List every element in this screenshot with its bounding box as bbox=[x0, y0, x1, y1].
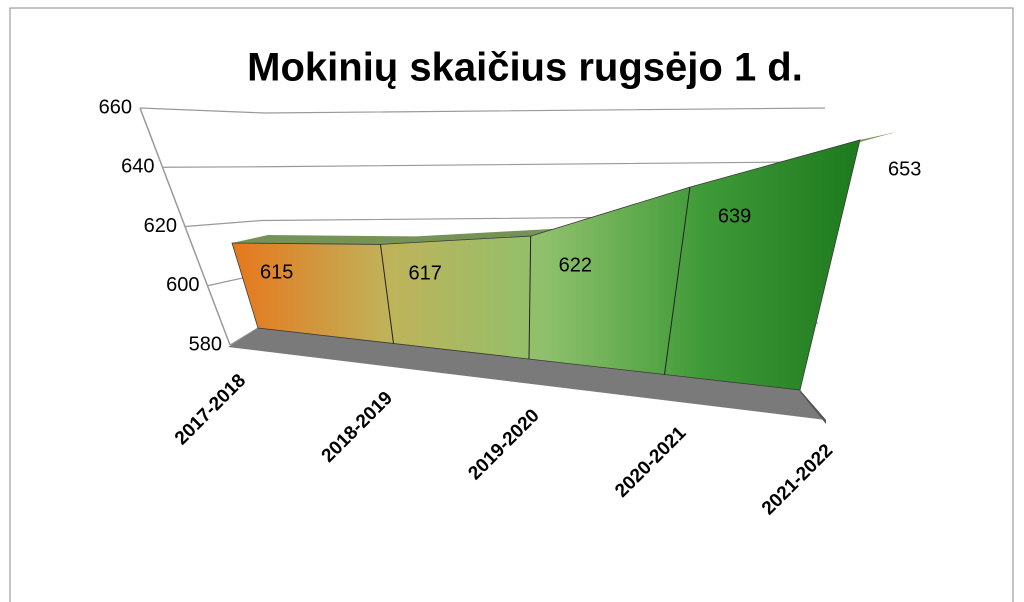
value-label: 639 bbox=[718, 205, 751, 227]
value-label: 617 bbox=[408, 263, 441, 285]
value-label: 615 bbox=[260, 261, 293, 283]
x-tick-label: 2017-2018 bbox=[171, 370, 250, 449]
x-tick-label: 2019-2020 bbox=[464, 405, 543, 484]
grid-line bbox=[162, 161, 824, 168]
area bbox=[231, 139, 861, 391]
value-label: 622 bbox=[559, 254, 592, 276]
y-tick-label: 620 bbox=[144, 215, 177, 237]
y-tick-label: 660 bbox=[99, 96, 132, 118]
divider bbox=[528, 236, 532, 360]
x-tick-label: 2021-2022 bbox=[758, 440, 837, 519]
y-tick-label: 640 bbox=[121, 156, 154, 178]
x-tick-label: 2020-2021 bbox=[611, 422, 690, 501]
grid-line bbox=[139, 107, 826, 114]
y-tick-label: 580 bbox=[189, 333, 222, 355]
y-tick-label: 600 bbox=[166, 274, 199, 296]
floor-side bbox=[800, 390, 826, 424]
x-tick-label: 2018-2019 bbox=[318, 388, 397, 467]
floor bbox=[228, 328, 826, 420]
value-label: 653 bbox=[888, 158, 921, 180]
chart-title: Mokinių skaičius rugsėjo 1 d. bbox=[247, 46, 803, 90]
frame bbox=[9, 7, 1014, 602]
divider bbox=[379, 244, 394, 344]
divider bbox=[664, 187, 691, 375]
